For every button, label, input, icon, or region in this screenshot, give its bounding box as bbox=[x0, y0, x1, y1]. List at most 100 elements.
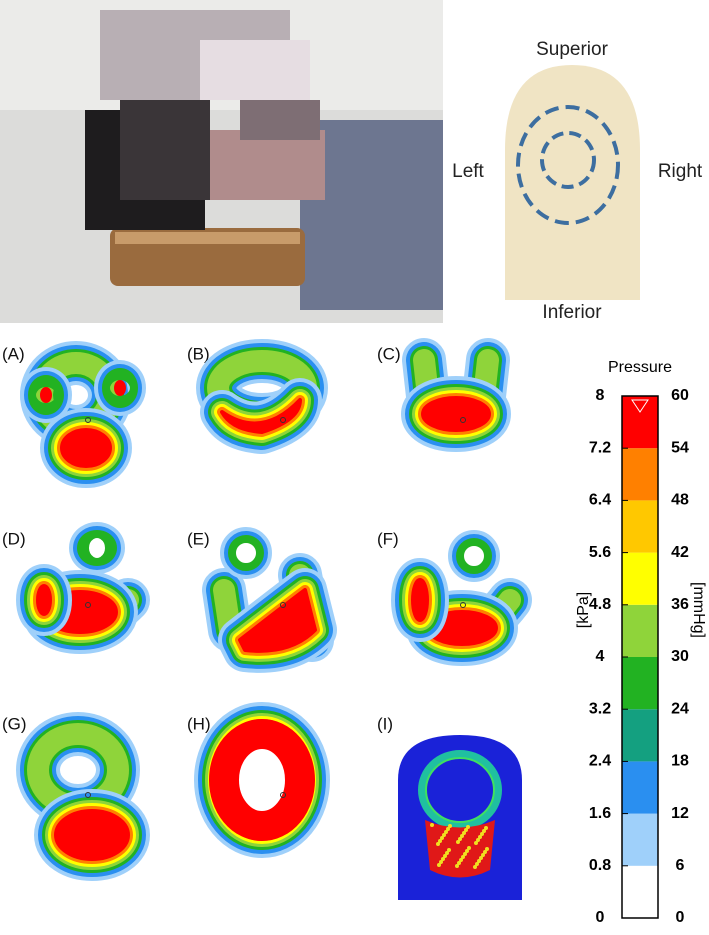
fe-speck bbox=[455, 864, 459, 868]
fe-speck bbox=[442, 833, 446, 837]
fe-speck bbox=[440, 836, 444, 840]
pixel-block bbox=[200, 40, 310, 100]
panel-label: (B) bbox=[187, 344, 210, 363]
mmhg-tick-label: 54 bbox=[671, 439, 689, 456]
kpa-tick-label: 8 bbox=[596, 387, 605, 404]
panel-label: (H) bbox=[187, 714, 211, 733]
kpa-label: [kPa] bbox=[575, 592, 592, 628]
fe-speck bbox=[448, 824, 452, 828]
high-pressure bbox=[114, 380, 126, 396]
panel-label: (E) bbox=[187, 529, 210, 548]
fe-speck bbox=[462, 831, 466, 835]
high-pressure bbox=[220, 398, 302, 434]
mmhg-tick-label: 60 bbox=[671, 387, 689, 404]
kpa-tick-label: 7.2 bbox=[589, 439, 611, 456]
colorbar-band bbox=[622, 604, 658, 657]
photo bbox=[0, 0, 443, 323]
pressure-map bbox=[16, 522, 150, 654]
high-pressure bbox=[208, 719, 316, 841]
center-marker bbox=[85, 417, 91, 423]
fe-speck bbox=[446, 827, 450, 831]
colorbar-title: Pressure bbox=[608, 359, 672, 376]
kpa-tick-label: 4 bbox=[596, 648, 605, 665]
mmhg-tick-label: 6 bbox=[676, 857, 685, 874]
mmhg-tick-label: 48 bbox=[671, 492, 689, 509]
colorbar-band bbox=[622, 761, 658, 814]
contour bbox=[448, 530, 500, 582]
colorbar-band bbox=[622, 552, 658, 605]
fe-speck bbox=[479, 856, 483, 860]
center-marker bbox=[460, 417, 466, 423]
fe-speck bbox=[477, 859, 481, 863]
contour bbox=[224, 531, 268, 575]
fe-speck bbox=[456, 840, 460, 844]
kpa-tick-label: 3.2 bbox=[589, 700, 611, 717]
pixel-block bbox=[240, 100, 320, 140]
fe-speck bbox=[445, 851, 449, 855]
high-pressure bbox=[40, 387, 52, 403]
fe-speck bbox=[441, 857, 445, 861]
pressure-map bbox=[401, 338, 511, 452]
fe-speck bbox=[482, 829, 486, 833]
pressure-map bbox=[196, 339, 328, 454]
mmhg-tick-label: 24 bbox=[671, 700, 689, 717]
high-pressure bbox=[36, 584, 52, 616]
fe-speck bbox=[447, 848, 451, 852]
pixel-block bbox=[205, 130, 325, 200]
colorbar-band bbox=[622, 709, 658, 762]
mmhg-tick-label: 18 bbox=[671, 753, 689, 770]
colorbar-band bbox=[622, 448, 658, 501]
colorbar-band bbox=[622, 813, 658, 866]
panel-label: (G) bbox=[2, 714, 27, 733]
hole bbox=[250, 770, 274, 800]
pressure-map bbox=[398, 735, 522, 900]
high-pressure bbox=[60, 428, 112, 468]
label-superior: Superior bbox=[536, 39, 608, 60]
panel-label: (D) bbox=[2, 529, 26, 548]
pressure-map bbox=[202, 527, 337, 673]
label-right: Right bbox=[658, 161, 703, 182]
center-marker bbox=[460, 602, 466, 608]
fe-speck bbox=[485, 847, 489, 851]
mmhg-tick-label: 30 bbox=[671, 648, 689, 665]
fe-speck bbox=[480, 832, 484, 836]
mmhg-tick-label: 42 bbox=[671, 544, 689, 561]
colorbar-band bbox=[622, 500, 658, 553]
fe-speck bbox=[475, 862, 479, 866]
contour bbox=[73, 526, 121, 570]
colorbar-band bbox=[622, 865, 658, 918]
pixel-block bbox=[120, 100, 210, 200]
kpa-tick-label: 5.6 bbox=[589, 544, 611, 561]
fe-speck bbox=[437, 863, 441, 867]
kpa-tick-label: 6.4 bbox=[589, 492, 611, 509]
kpa-tick-label: 0 bbox=[596, 909, 605, 926]
fe-speck bbox=[467, 846, 471, 850]
fe-speck bbox=[438, 839, 442, 843]
kpa-tick-label: 4.8 bbox=[589, 596, 611, 613]
fe-speck bbox=[474, 841, 478, 845]
fe-speck bbox=[465, 849, 469, 853]
fe-speck bbox=[481, 853, 485, 857]
pressure-map bbox=[194, 702, 330, 858]
contour bbox=[69, 522, 125, 574]
contour bbox=[220, 527, 272, 579]
center-marker bbox=[280, 602, 286, 608]
colorbar-band bbox=[622, 657, 658, 710]
high-pressure bbox=[238, 588, 317, 653]
pressure-map bbox=[20, 341, 146, 488]
mmhg-tick-label: 36 bbox=[671, 596, 689, 613]
kpa-tick-label: 0.8 bbox=[589, 857, 611, 874]
center-marker bbox=[280, 792, 286, 798]
head-shape bbox=[505, 65, 640, 300]
outer-circle bbox=[516, 105, 620, 225]
center-marker bbox=[280, 417, 286, 423]
kpa-tick-label: 1.6 bbox=[589, 805, 611, 822]
contour bbox=[456, 538, 492, 574]
center-marker bbox=[85, 602, 91, 608]
high-pressure bbox=[421, 396, 491, 432]
high-pressure bbox=[411, 578, 429, 622]
fe-speck bbox=[443, 854, 447, 858]
panel-label: (F) bbox=[377, 529, 399, 548]
panel-label: (C) bbox=[377, 344, 401, 363]
